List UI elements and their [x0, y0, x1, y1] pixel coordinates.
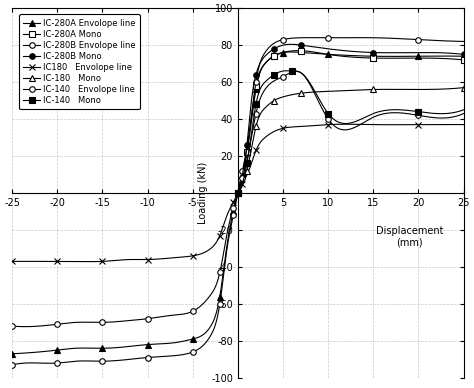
Y-axis label: Loading (kN): Loading (kN): [198, 162, 209, 224]
Text: Displacement
(mm): Displacement (mm): [376, 226, 443, 248]
Legend: IC-280A Envolope line, IC-280A Mono, IC-280B Envolope line, IC-280B Mono, IC180 : IC-280A Envolope line, IC-280A Mono, IC-…: [19, 14, 140, 109]
